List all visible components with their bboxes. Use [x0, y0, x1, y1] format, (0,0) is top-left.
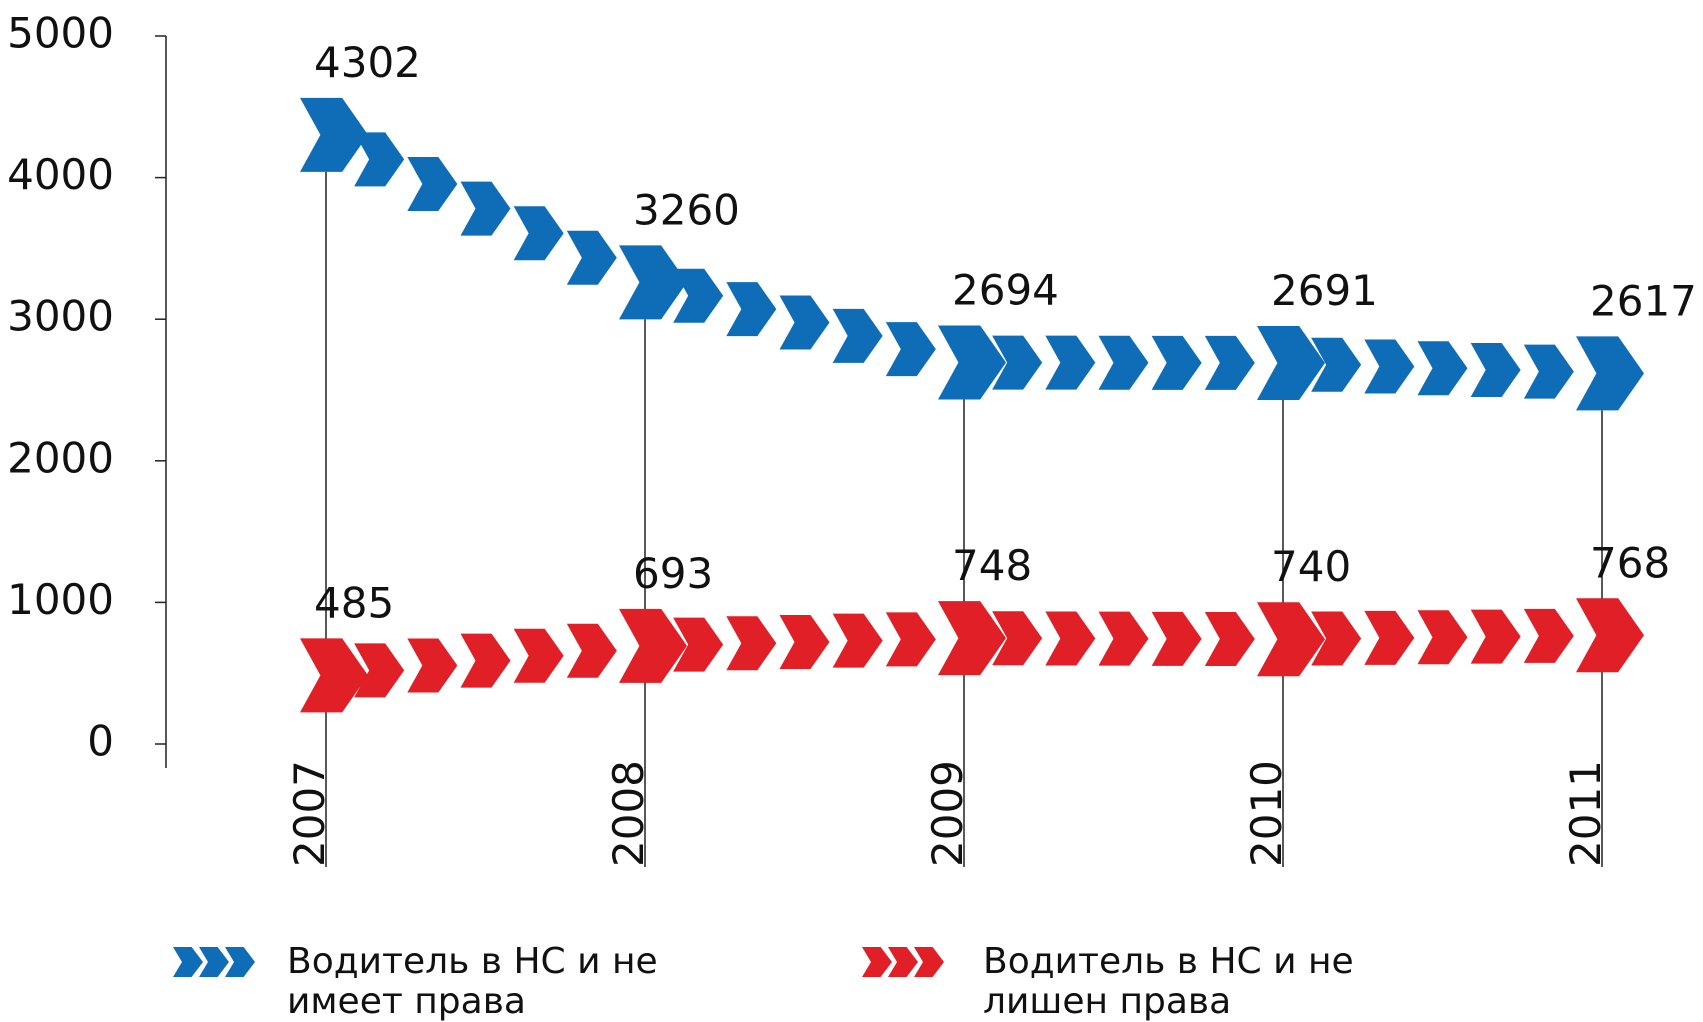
- chevron-step: [1364, 339, 1415, 394]
- value-label: 2691: [1271, 266, 1378, 315]
- chevron-step: [1204, 612, 1255, 667]
- chevron-step: [513, 628, 564, 683]
- point: [619, 245, 687, 320]
- value-label: 768: [1590, 538, 1670, 587]
- value-label: 3260: [633, 185, 740, 234]
- value-label: 485: [314, 578, 394, 627]
- y-tick-label: 4000: [7, 150, 114, 199]
- legend-swatch: [173, 947, 203, 977]
- value-label: 2617: [1590, 276, 1697, 325]
- chevron-step: [832, 308, 883, 363]
- point: [1576, 598, 1644, 673]
- point: [300, 638, 368, 713]
- chevron-step: [885, 612, 936, 667]
- point: [938, 325, 1006, 400]
- y-tick-label: 3000: [7, 292, 114, 341]
- value-label: 748: [952, 541, 1032, 590]
- chevron-step: [354, 643, 405, 698]
- chevron-step: [726, 282, 777, 337]
- legend-swatch: [862, 947, 892, 977]
- legend-label: Водитель в НС и не имеет права управлени…: [287, 941, 658, 1022]
- point: [1576, 336, 1644, 411]
- value-label: 4302: [314, 38, 421, 87]
- chevron-step: [460, 181, 511, 236]
- x-tick-label: 2007: [285, 760, 334, 867]
- chevron-step: [1098, 335, 1149, 390]
- chevron-step: [1417, 610, 1468, 665]
- chevron-step: [779, 614, 830, 669]
- chevron-step: [1311, 337, 1362, 392]
- chevron-step: [1523, 608, 1574, 663]
- chevron-step: [885, 322, 936, 377]
- chevron-step: [1470, 609, 1521, 664]
- x-tick-label: 2011: [1561, 760, 1610, 867]
- point: [1257, 602, 1325, 677]
- point: [938, 601, 1006, 676]
- chevron-step: [407, 638, 458, 693]
- chevron-step: [726, 616, 777, 671]
- chevron-step: [513, 206, 564, 261]
- chevron-step: [1045, 611, 1096, 666]
- chevron-step: [1523, 344, 1574, 399]
- chevron-step: [1311, 611, 1362, 666]
- chevron-step: [354, 132, 405, 187]
- legend-swatch: [888, 947, 918, 977]
- chevron-step: [992, 611, 1043, 666]
- y-tick-label: 1000: [7, 575, 114, 624]
- legend-swatch: [914, 947, 944, 977]
- chevron-step: [1470, 342, 1521, 397]
- chevron-step: [779, 295, 830, 350]
- chevron-step: [1151, 611, 1202, 666]
- y-tick-label: 0: [87, 717, 114, 766]
- x-tick-label: 2010: [1242, 760, 1291, 867]
- chevron-step: [992, 335, 1043, 390]
- value-label: 2694: [952, 266, 1059, 315]
- y-tick-label: 5000: [7, 9, 114, 58]
- chevron-step: [566, 623, 617, 678]
- value-label: 740: [1271, 542, 1351, 591]
- point: [619, 608, 687, 683]
- chevron-step: [1045, 335, 1096, 390]
- point: [1257, 325, 1325, 400]
- chevron-step: [460, 633, 511, 688]
- value-label: 693: [633, 549, 713, 598]
- y-tick-label: 2000: [7, 433, 114, 482]
- legend-label: Водитель в НС и не лишен права управлени…: [983, 941, 1354, 1022]
- chevron-step: [673, 617, 724, 672]
- legend-swatch: [199, 947, 229, 977]
- chevron-step: [832, 613, 883, 668]
- legend-swatch: [225, 947, 255, 977]
- chevron-step: [1364, 610, 1415, 665]
- point: [300, 97, 368, 172]
- chevron-step: [407, 157, 458, 212]
- chevron-step: [566, 230, 617, 285]
- chevron-step: [1151, 335, 1202, 390]
- chevron-step: [1204, 335, 1255, 390]
- chevron-step: [1417, 341, 1468, 396]
- x-tick-label: 2009: [923, 760, 972, 867]
- x-tick-label: 2008: [604, 760, 653, 867]
- chevron-step: [1098, 611, 1149, 666]
